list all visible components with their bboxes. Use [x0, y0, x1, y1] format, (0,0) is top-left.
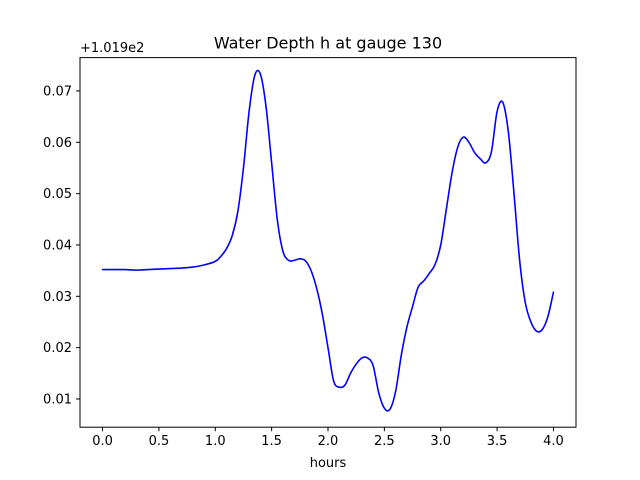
x-tick-label: 1.0 — [205, 434, 226, 449]
y-tick-label: 0.02 — [43, 341, 72, 356]
x-axis-ticks: 0.0 0.5 1.0 1.5 2.0 2.5 3.0 3.5 4.0 — [92, 427, 564, 449]
chart-title: Water Depth h at gauge 130 — [214, 34, 442, 53]
y-tick-label: 0.05 — [43, 187, 72, 202]
x-tick-label: 2.0 — [318, 434, 339, 449]
series-line — [101, 69, 555, 412]
x-tick-label: 4.0 — [543, 434, 564, 449]
y-offset-label: +1.019e2 — [80, 41, 144, 56]
x-tick-label: 1.5 — [261, 434, 282, 449]
plot-area-frame — [79, 57, 577, 428]
y-tick-label: 0.03 — [43, 290, 72, 305]
y-tick-label: 0.07 — [43, 84, 72, 99]
y-tick-label: 0.04 — [43, 238, 72, 253]
y-axis-ticks: 0.01 0.02 0.03 0.04 0.05 0.06 0.07 — [43, 84, 80, 407]
x-axis-label: hours — [310, 456, 347, 471]
y-tick-label: 0.06 — [43, 136, 72, 151]
x-tick-label: 0.5 — [149, 434, 170, 449]
x-tick-label: 2.5 — [374, 434, 395, 449]
x-tick-label: 0.0 — [92, 434, 113, 449]
y-tick-label: 0.01 — [43, 392, 72, 407]
x-tick-label: 3.0 — [430, 434, 451, 449]
x-tick-label: 3.5 — [487, 434, 508, 449]
